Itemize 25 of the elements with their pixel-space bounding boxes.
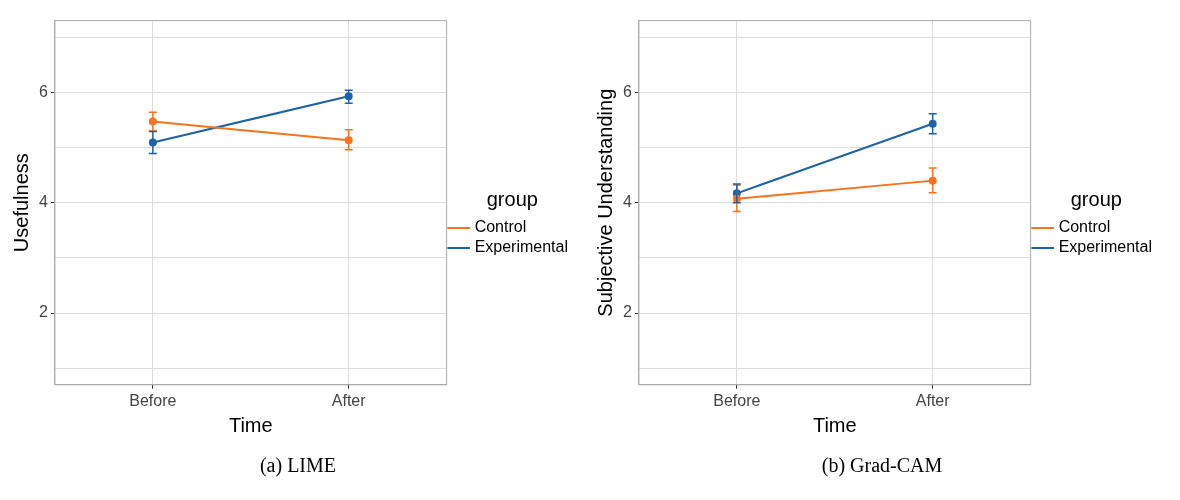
x-axis-title: Time [812,413,857,436]
x-tick-label: Before [713,391,761,409]
legend-title: group [486,187,538,210]
x-tick-label: Before [129,391,177,409]
x-axis-title: Time [228,413,273,436]
y-axis-title: Subjective Understanding [593,88,616,317]
x-tick-label: After [331,391,367,409]
text: (b) Grad-CAM [820,454,944,477]
y-tick-label: 4 [38,193,48,211]
legend-label: Experimental [474,238,568,256]
y-tick-label: 6 [38,82,48,100]
point [928,176,937,185]
legend-label: Control [474,218,527,236]
point [344,136,353,145]
legend-label: Control [1058,218,1111,236]
text: (a) LIME [258,454,338,477]
y-axis-title: Usefulness [9,153,32,253]
point [928,119,937,128]
y-tick-label: 2 [38,303,48,321]
y-tick-label: 6 [622,82,632,100]
legend-label: Experimental [1058,238,1152,256]
legend-title: group [1070,187,1122,210]
y-tick-label: 4 [622,193,632,211]
y-tick-label: 2 [622,303,632,321]
x-tick-label: After [915,391,951,409]
